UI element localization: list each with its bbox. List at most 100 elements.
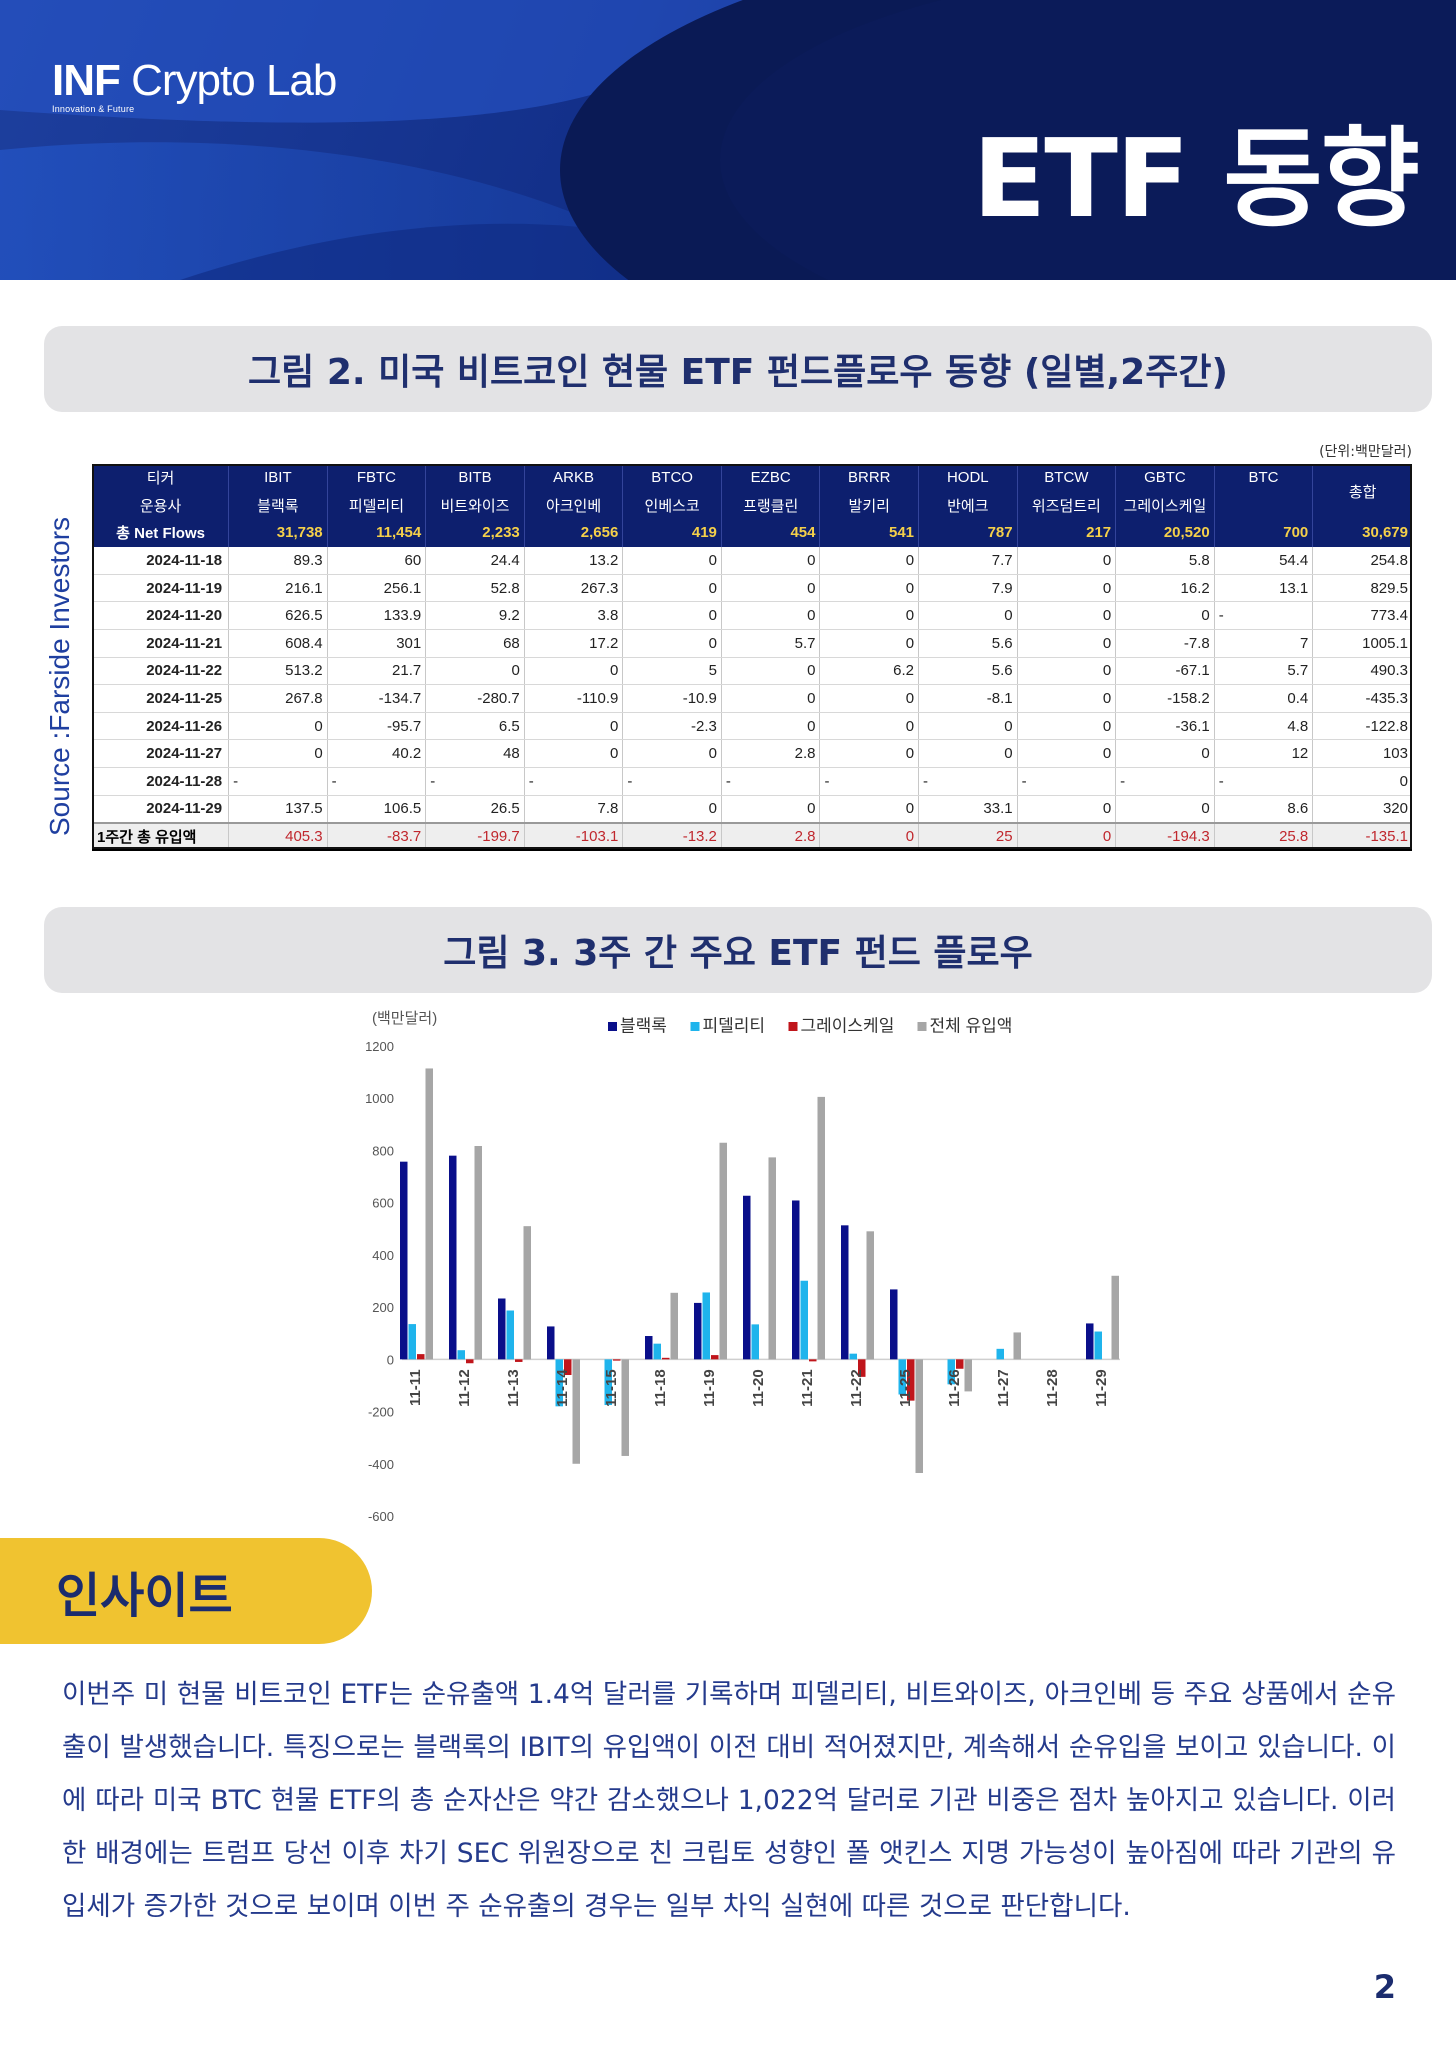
date-cell: 2024-11-22 bbox=[91, 657, 229, 686]
ticker-cell: ARKB bbox=[523, 464, 623, 492]
value-cell: 0 bbox=[622, 795, 722, 824]
bar-전체 유입액 bbox=[866, 1231, 874, 1360]
manager-cell bbox=[1213, 491, 1313, 520]
table-row: 2024-11-28- - - - - - - - - - -0 bbox=[91, 767, 1412, 796]
bar-그레이스케일 bbox=[711, 1355, 719, 1360]
value-cell: 5.7 bbox=[1213, 657, 1313, 686]
bar-그레이스케일 bbox=[662, 1357, 670, 1360]
value-cell: 5.7 bbox=[720, 629, 820, 658]
value-cell: - bbox=[1213, 767, 1313, 796]
bar-피델리티 bbox=[457, 1350, 465, 1360]
net-flow-cell: 31,738 bbox=[228, 519, 328, 547]
bar-피델리티 bbox=[702, 1292, 710, 1360]
value-cell: 0 bbox=[622, 574, 722, 603]
value-cell: -67.1 bbox=[1115, 657, 1215, 686]
x-tick-label: 11-11 bbox=[407, 1369, 424, 1406]
weekly-total-cell: 0 bbox=[819, 821, 919, 852]
value-cell: -280.7 bbox=[425, 684, 525, 713]
value-cell: 13.1 bbox=[1213, 574, 1313, 603]
value-cell: 1005.1 bbox=[1312, 629, 1412, 658]
bar-블랙록 bbox=[1086, 1323, 1094, 1360]
value-cell: 0 bbox=[819, 629, 919, 658]
value-cell: 26.5 bbox=[425, 795, 525, 824]
bar-전체 유입액 bbox=[768, 1157, 776, 1360]
value-cell: 490.3 bbox=[1312, 657, 1412, 686]
weekly-total-cell: -83.7 bbox=[326, 821, 426, 852]
value-cell: 301 bbox=[326, 629, 426, 658]
date-cell: 2024-11-29 bbox=[91, 795, 229, 824]
net-flows-row: 총 Net Flows 31,738 11,454 2,233 2,656 419 454 5… bbox=[91, 519, 1412, 547]
bar-그레이스케일 bbox=[515, 1359, 523, 1362]
weekly-total-cell: -199.7 bbox=[425, 821, 525, 852]
bar-전체 유입액 bbox=[915, 1359, 923, 1473]
net-flow-cell: 11,454 bbox=[326, 519, 426, 547]
value-cell: 267.8 bbox=[228, 684, 328, 713]
bar-그레이스케일 bbox=[907, 1359, 915, 1401]
value-cell: 0 bbox=[918, 601, 1018, 631]
legend-swatch bbox=[917, 1022, 927, 1031]
manager-cell: 비트와이즈 bbox=[425, 491, 525, 520]
bar-전체 유입액 bbox=[670, 1292, 678, 1360]
ticker-cell: BTCO bbox=[622, 464, 722, 492]
net-flows-label: 총 Net Flows bbox=[91, 519, 229, 547]
value-cell: 0 bbox=[720, 657, 820, 686]
value-cell: 0 bbox=[819, 712, 919, 741]
manager-cell: 그레이스케일 bbox=[1115, 491, 1215, 520]
value-cell: 0 bbox=[1016, 574, 1116, 603]
value-cell: - bbox=[918, 767, 1018, 796]
bar-그레이스케일 bbox=[809, 1359, 817, 1362]
bar-블랙록 bbox=[400, 1161, 408, 1360]
net-flow-cell: 20,520 bbox=[1115, 519, 1215, 547]
value-cell: 0 bbox=[1016, 684, 1116, 713]
value-cell: 5.8 bbox=[1115, 546, 1215, 575]
chart-svg: (백만달러) -600 -400 -200 0 200 400 600 800 1000 1200 블… bbox=[365, 1010, 1120, 1524]
source-label: Source :Farside Investors bbox=[44, 516, 75, 836]
ticker-cell: FBTC bbox=[326, 464, 426, 492]
y-tick-label: -200 bbox=[368, 1405, 394, 1420]
x-tick-label: 11-27 bbox=[995, 1369, 1012, 1407]
header-banner: INF Crypto Lab Innovation & Future ETF 동… bbox=[0, 0, 1456, 280]
value-cell: 12 bbox=[1213, 739, 1313, 769]
value-cell: -7.8 bbox=[1115, 629, 1215, 658]
value-cell: 6.2 bbox=[819, 657, 919, 686]
value-cell: 0 bbox=[1115, 795, 1215, 824]
table-row: 2024-11-25 267.8 -134.7 -280.7 -110.9 -10.9 0 0… bbox=[91, 684, 1412, 713]
value-cell: 0 bbox=[425, 657, 525, 686]
table-row: 2024-11-26 0 -95.7 6.5 0 -2.3 0 0 0 0 -36.1 4.8 -122… bbox=[91, 712, 1412, 741]
weekly-total-cell: -194.3 bbox=[1115, 821, 1215, 852]
bar-전체 유입액 bbox=[1013, 1332, 1021, 1360]
bar-그레이스케일 bbox=[417, 1354, 425, 1360]
value-cell: -10.9 bbox=[622, 684, 722, 713]
bar-그레이스케일 bbox=[564, 1359, 572, 1375]
value-cell: 608.4 bbox=[228, 629, 328, 658]
y-tick-label: 1000 bbox=[365, 1091, 394, 1106]
value-cell: 6.5 bbox=[425, 712, 525, 741]
value-cell: 103 bbox=[1312, 739, 1412, 769]
value-cell: -435.3 bbox=[1312, 684, 1412, 713]
bar-전체 유입액 bbox=[474, 1146, 482, 1360]
x-tick-label: 11-14 bbox=[554, 1369, 571, 1407]
value-cell: 54.4 bbox=[1213, 546, 1313, 575]
bar-블랙록 bbox=[694, 1302, 702, 1360]
bar-피델리티 bbox=[506, 1310, 514, 1360]
legend-swatch bbox=[608, 1022, 617, 1031]
bar-블랙록 bbox=[841, 1225, 849, 1360]
value-cell: 0 bbox=[523, 657, 623, 686]
value-cell: - bbox=[1016, 767, 1116, 796]
value-cell: 0 bbox=[1115, 739, 1215, 769]
value-cell: 256.1 bbox=[326, 574, 426, 603]
date-cell: 2024-11-25 bbox=[91, 684, 229, 713]
etf-flow-table: 티커 IBIT FBTC BITB ARKB BTCO EZBC BRRR HODL BTCW GB… bbox=[91, 464, 1413, 852]
value-cell: 0 bbox=[1016, 739, 1116, 769]
bar-전체 유입액 bbox=[572, 1359, 580, 1464]
value-cell: 0 bbox=[720, 601, 820, 631]
bar-블랙록 bbox=[498, 1298, 506, 1360]
value-cell: 8.6 bbox=[1213, 795, 1313, 824]
header-row-manager: 운용사 블랙록 피델리티 비트와이즈 아크인베 인베스코 프랭클린 발키리 반에크 위즈덤트리 그레… bbox=[91, 491, 1413, 520]
value-cell: 0 bbox=[918, 712, 1018, 741]
net-flow-cell: 2,233 bbox=[425, 519, 525, 547]
manager-cell: 위즈덤트리 bbox=[1016, 491, 1116, 520]
manager-cell: 인베스코 bbox=[622, 491, 722, 520]
date-cell: 2024-11-26 bbox=[91, 712, 229, 741]
y-tick-label: -400 bbox=[368, 1457, 394, 1472]
